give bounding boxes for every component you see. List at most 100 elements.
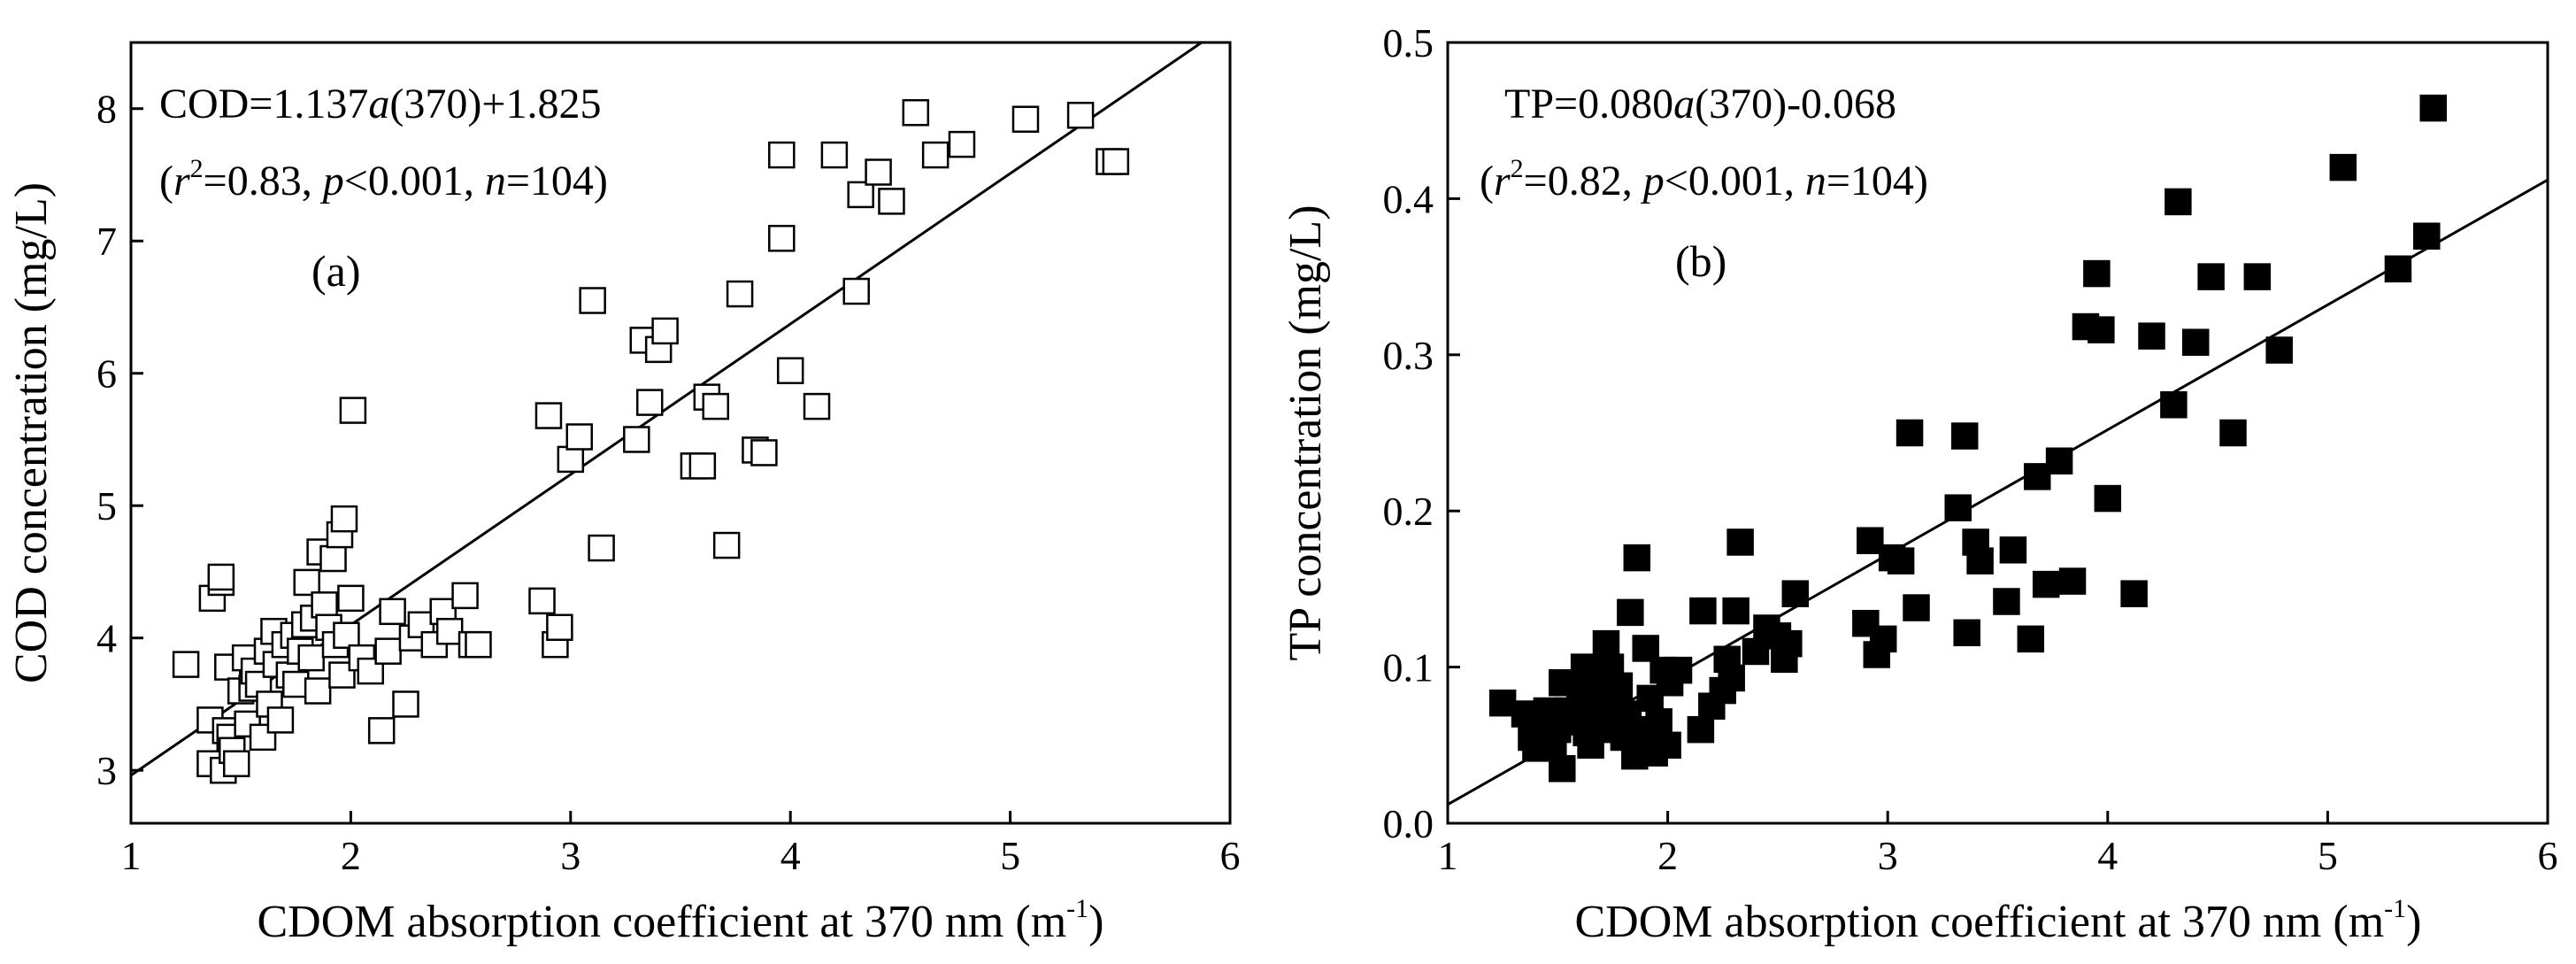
- data-point: [2088, 316, 2115, 343]
- data-point: [293, 568, 320, 597]
- data-point: [2094, 484, 2122, 513]
- y-axis-label: TP concentration (mg/L): [1280, 204, 1331, 660]
- data-point: [579, 287, 606, 314]
- data-point: [1903, 594, 1930, 621]
- data-point: [1887, 547, 1915, 575]
- data-point: [921, 141, 950, 169]
- data-points: [1488, 94, 2447, 783]
- data-point: [1066, 101, 1095, 129]
- data-point: [2181, 328, 2210, 356]
- y-tick-label: 5: [96, 483, 117, 528]
- data-point: [451, 582, 479, 610]
- data-point: [1623, 544, 1651, 572]
- data-point: [357, 657, 385, 685]
- data-point: [2023, 463, 2051, 490]
- fit-line-group: [1447, 178, 2549, 806]
- y-axis-ticks: 0.0 0.1 0.2 0.3 0.4 0.5: [1383, 20, 1460, 846]
- y-tick-label: 0.3: [1383, 333, 1434, 378]
- data-point: [847, 181, 874, 209]
- data-point: [207, 563, 235, 591]
- panel-b-tp-chart: 1 2 3 4 5 6 0.0 0.1 0.2 0.3 0.4 0.5 TP=0.080a(370)…: [1280, 20, 2558, 947]
- data-point: [2120, 580, 2148, 607]
- regression-stats: (r2=0.83, p<0.001, n=104): [159, 154, 608, 204]
- data-point: [172, 651, 200, 678]
- data-point: [1549, 755, 1576, 783]
- data-point: [803, 392, 831, 420]
- data-point: [1869, 625, 1897, 653]
- y-tick-label: 0.0: [1383, 801, 1434, 846]
- data-point: [948, 130, 976, 158]
- data-point: [528, 587, 556, 615]
- panel-label: (a): [311, 246, 361, 296]
- data-point: [702, 392, 729, 420]
- data-point: [392, 690, 419, 718]
- x-tick-label: 5: [1000, 833, 1020, 878]
- data-point: [1654, 731, 1681, 760]
- data-point: [557, 445, 585, 474]
- data-point: [2419, 94, 2447, 122]
- data-point: [337, 584, 365, 613]
- data-point: [1950, 422, 1979, 450]
- plot-area-frame: [129, 41, 1232, 825]
- x-tick-label: 5: [2318, 833, 2338, 878]
- x-tick-label: 2: [1657, 833, 1678, 878]
- data-point: [820, 141, 849, 169]
- data-point: [768, 224, 796, 252]
- x-tick-label: 3: [1878, 833, 1898, 878]
- data-point: [297, 644, 325, 672]
- data-point: [1689, 597, 1717, 625]
- y-tick-label: 0.4: [1383, 176, 1434, 221]
- data-point: [902, 98, 930, 127]
- data-point: [2058, 567, 2087, 595]
- x-axis-ticks: 1 2 3 4 5 6: [121, 811, 1241, 878]
- data-point: [1857, 527, 1884, 554]
- data-point: [1102, 148, 1130, 175]
- y-tick-label: 4: [96, 616, 117, 661]
- data-point: [379, 598, 406, 626]
- data-point: [2138, 322, 2165, 350]
- data-point: [304, 677, 332, 705]
- data-point: [1775, 629, 1803, 658]
- data-point: [2384, 255, 2412, 283]
- data-point: [2083, 259, 2111, 288]
- regression-equation: TP=0.080a(370)-0.068: [1504, 81, 1896, 127]
- x-tick-label: 6: [2538, 833, 2558, 878]
- data-point: [367, 717, 396, 744]
- data-point: [2197, 263, 2225, 290]
- data-point: [623, 426, 650, 453]
- data-point: [1617, 598, 1644, 627]
- data-point: [2165, 188, 2192, 216]
- data-point: [2413, 222, 2441, 250]
- data-point: [2329, 153, 2357, 181]
- data-point: [588, 534, 615, 562]
- data-point: [1944, 494, 1972, 521]
- data-point: [1953, 619, 1980, 647]
- data-point: [311, 591, 338, 619]
- regression-equation: COD=1.137a(370)+1.825: [159, 81, 601, 127]
- regression-stats: (r2=0.82, p<0.001, n=104): [1480, 154, 1928, 204]
- data-point: [1592, 629, 1620, 658]
- data-point: [878, 188, 905, 215]
- data-point: [1722, 597, 1749, 625]
- y-tick-label: 0.1: [1383, 645, 1434, 690]
- x-tick-label: 1: [1438, 833, 1458, 878]
- data-point: [1011, 105, 1040, 133]
- data-point: [1665, 656, 1693, 684]
- data-point: [1632, 635, 1659, 662]
- data-point: [1577, 731, 1604, 760]
- data-point: [374, 637, 402, 665]
- data-point: [2017, 625, 2045, 653]
- data-point: [1645, 708, 1672, 736]
- y-tick-label: 8: [96, 87, 117, 132]
- data-point: [688, 452, 717, 480]
- data-point: [534, 402, 563, 429]
- x-tick-label: 4: [780, 833, 801, 878]
- data-point: [282, 670, 310, 698]
- data-point: [565, 423, 593, 451]
- data-point: [222, 750, 250, 777]
- data-point: [776, 357, 804, 384]
- x-axis-label: CDOM absorption coefficient at 370 nm (m…: [258, 894, 1104, 947]
- x-tick-label: 4: [2097, 833, 2118, 878]
- data-point: [865, 158, 892, 186]
